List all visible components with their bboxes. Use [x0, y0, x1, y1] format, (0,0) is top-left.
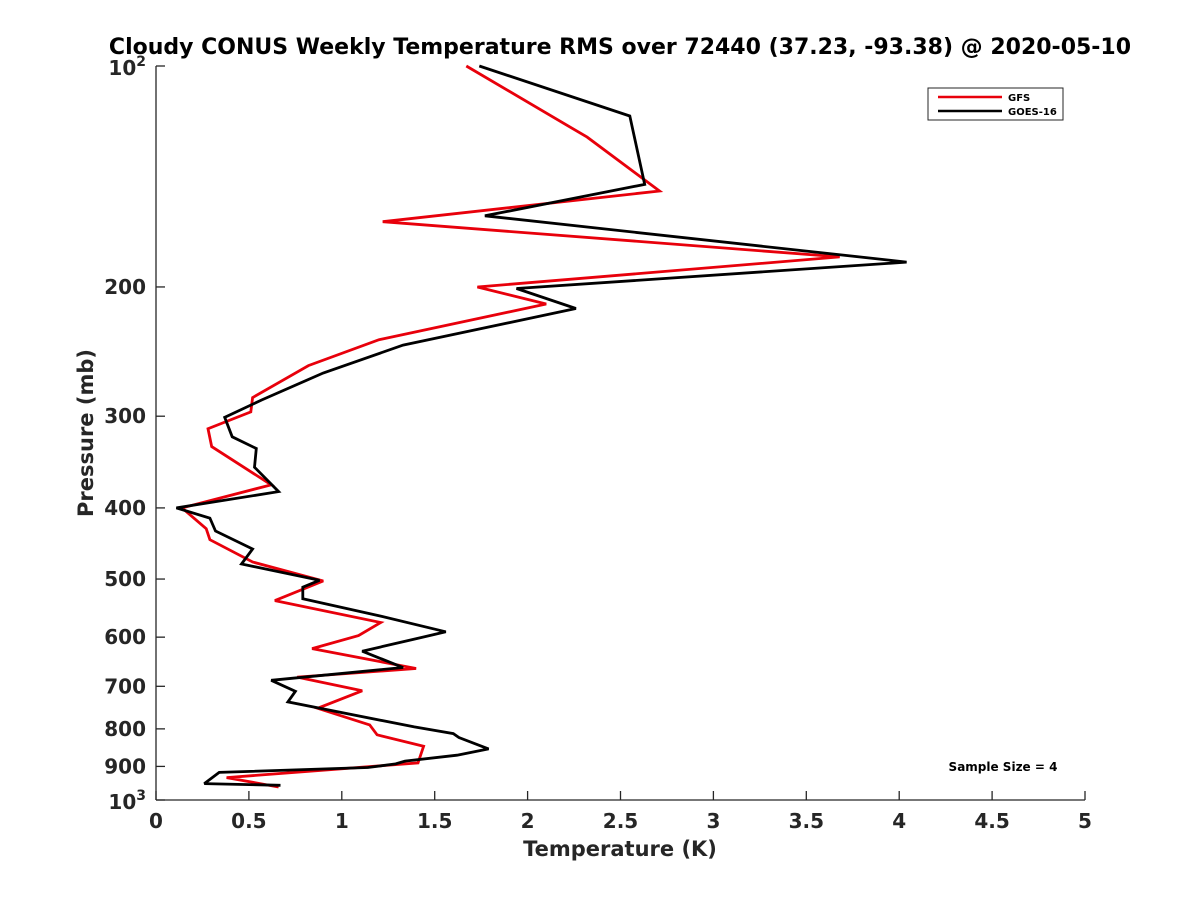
y-tick-label: 600	[104, 625, 146, 649]
y-tick-base: 10	[108, 790, 136, 814]
x-tick-label: 1	[335, 809, 349, 833]
legend-label-goes16: GOES-16	[1008, 107, 1057, 118]
y-tick-base: 10	[108, 56, 136, 80]
chart-title: Cloudy CONUS Weekly Temperature RMS over…	[109, 35, 1131, 60]
x-tick-label: 0.5	[231, 809, 266, 833]
y-tick-label: 300	[104, 404, 146, 428]
x-axis-label: Temperature (K)	[523, 837, 717, 861]
y-tick-label: 700	[104, 674, 146, 698]
x-tick-label: 3.5	[789, 809, 824, 833]
y-axis-label: Pressure (mb)	[74, 349, 98, 517]
x-tick-label: 3	[706, 809, 720, 833]
y-tick-label-power: 103	[108, 788, 146, 814]
series-line-goes-16	[175, 64, 907, 787]
y-tick-label: 500	[104, 567, 146, 591]
y-tick-label: 200	[104, 275, 146, 299]
x-tick-label: 2	[521, 809, 535, 833]
x-tick-label: 2.5	[603, 809, 638, 833]
y-tick-label-power: 102	[108, 54, 146, 80]
sample-size-annotation: Sample Size = 4	[949, 760, 1058, 774]
x-tick-label: 4	[892, 809, 906, 833]
x-tick-label: 1.5	[417, 809, 452, 833]
x-tick-label: 0	[149, 809, 163, 833]
y-tick-label: 800	[104, 717, 146, 741]
y-tick-exponent: 3	[136, 788, 146, 804]
series-line-gfs	[179, 64, 840, 789]
y-tick-exponent: 2	[136, 54, 146, 70]
legend-box	[927, 87, 1064, 121]
x-tick-label: 4.5	[974, 809, 1009, 833]
series-lines	[175, 64, 907, 789]
y-tick-label: 900	[104, 754, 146, 778]
x-tick-label: 5	[1078, 809, 1092, 833]
y-tick-label: 400	[104, 496, 146, 520]
legend: GFS GOES-16	[927, 87, 1064, 121]
legend-label-gfs: GFS	[1008, 93, 1030, 104]
x-axis-ticks: 0 0.5 1 1.5 2 2.5 3 3.5 4 4.5 5	[149, 791, 1092, 833]
